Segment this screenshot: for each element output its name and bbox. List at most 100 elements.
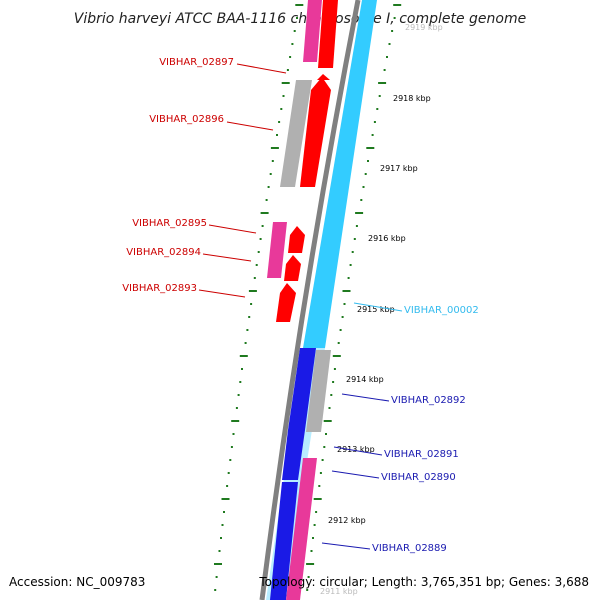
- kbp-label-2916: 2916 kbp: [368, 234, 406, 243]
- cds-vibhar-02894[interactable]: [284, 255, 301, 281]
- tick-mark: [343, 303, 346, 305]
- kbp-label-2915: 2915 kbp: [357, 305, 395, 314]
- cds-grey-upper[interactable]: [280, 80, 312, 187]
- tick-mark: [306, 589, 309, 591]
- cds-grey-lower[interactable]: [306, 350, 331, 432]
- gene-label-vibhar-02897[interactable]: VIBHAR_02897: [159, 57, 287, 74]
- tick-mark: [237, 394, 240, 396]
- cds-pink-mid[interactable]: [267, 222, 287, 278]
- gene-label-vibhar-02894[interactable]: VIBHAR_02894: [126, 247, 252, 262]
- tick-mark: [231, 420, 240, 422]
- tick-mark: [232, 433, 235, 435]
- tick-mark: [337, 342, 340, 344]
- tick-mark: [313, 524, 316, 526]
- tick-mark: [255, 264, 258, 266]
- tick-mark: [282, 95, 285, 97]
- tick-mark: [307, 576, 310, 578]
- tick-mark: [318, 485, 321, 487]
- tick-mark: [321, 459, 324, 461]
- tick-mark: [319, 472, 322, 474]
- tick-mark: [342, 290, 351, 292]
- gene-label-vibhar-00002[interactable]: VIBHAR_00002: [353, 302, 479, 316]
- gene-label-vibhar-02895[interactable]: VIBHAR_02895: [132, 218, 257, 234]
- tick-mark: [393, 17, 396, 19]
- gene-label-vibhar-02889[interactable]: VIBHAR_02889: [321, 542, 447, 554]
- tick-mark: [386, 56, 388, 58]
- cds-vibhar-02892[interactable]: [288, 348, 316, 430]
- tick-mark: [269, 173, 272, 175]
- tick-mark: [244, 342, 247, 344]
- tick-mark: [349, 264, 352, 266]
- tick-mark: [355, 225, 358, 227]
- tick-mark: [265, 199, 268, 201]
- cds-pink-top[interactable]: [303, 0, 322, 62]
- tick-mark: [253, 277, 256, 279]
- topology-text: Topology: circular; Length: 3,765,351 bp…: [258, 575, 589, 589]
- svg-text:VIBHAR_02897: VIBHAR_02897: [159, 57, 234, 68]
- tick-mark: [239, 355, 248, 357]
- tick-mark: [259, 238, 262, 240]
- tick-mark: [267, 186, 270, 188]
- kbp-label-2914: 2914 kbp: [346, 375, 384, 384]
- gene-label-vibhar-02891[interactable]: VIBHAR_02891: [333, 446, 459, 460]
- tick-mark: [330, 394, 333, 396]
- kbp-label-2918: 2918 kbp: [393, 94, 431, 103]
- svg-text:VIBHAR_02890: VIBHAR_02890: [381, 472, 456, 483]
- tick-mark: [341, 316, 344, 318]
- cds-vibhar-02890[interactable]: [286, 458, 317, 600]
- tick-mark: [388, 43, 391, 45]
- cds-vibhar-02893[interactable]: [276, 283, 296, 322]
- svg-text:VIBHAR_02894: VIBHAR_02894: [126, 247, 201, 258]
- tick-mark: [250, 303, 253, 305]
- tick-mark: [261, 225, 264, 227]
- accession-text: Accession: NC_009783: [9, 575, 145, 589]
- tick-mark: [218, 550, 221, 552]
- svg-text:VIBHAR_02896: VIBHAR_02896: [149, 114, 224, 125]
- map-title: Vibrio harveyi ATCC BAA-1116 chromosome …: [74, 11, 526, 27]
- kbp-label-2919: 2919 kbp: [405, 23, 443, 32]
- tick-mark: [280, 108, 283, 110]
- tick-mark: [393, 4, 402, 6]
- tick-mark: [332, 381, 335, 383]
- tick-mark: [360, 199, 363, 201]
- tick-mark: [220, 537, 222, 539]
- tick-mark: [378, 95, 381, 97]
- tick-mark: [276, 134, 278, 136]
- tick-mark: [229, 459, 232, 461]
- tick-mark: [376, 108, 379, 110]
- cds-vibhar-02896[interactable]: [300, 77, 331, 187]
- tick-mark: [223, 511, 225, 513]
- tick-mark: [293, 30, 296, 32]
- cds-vibhar-02897[interactable]: [317, 74, 330, 80]
- tick-mark: [221, 498, 230, 500]
- cds-blue-bottom[interactable]: [270, 482, 298, 600]
- tick-mark: [248, 316, 251, 318]
- gene-label-vibhar-02890[interactable]: VIBHAR_02890: [331, 470, 456, 483]
- gene-label-vibhar-02896[interactable]: VIBHAR_02896: [149, 114, 274, 131]
- tick-mark: [227, 472, 230, 474]
- tick-mark: [215, 576, 218, 578]
- feature-vibhar-00002[interactable]: [303, 0, 377, 348]
- backbone-line: [259, 0, 361, 600]
- tick-mark: [281, 82, 290, 84]
- cds-vibhar-02895[interactable]: [288, 226, 305, 253]
- outer-tick-ring: [214, 4, 304, 591]
- tick-mark: [221, 524, 224, 526]
- tick-mark: [310, 550, 313, 552]
- tick-mark: [323, 420, 332, 422]
- tick-mark: [260, 212, 269, 214]
- cds-vibhar-02891[interactable]: [282, 430, 305, 480]
- tick-mark: [362, 186, 365, 188]
- tick-mark: [315, 511, 318, 513]
- tick-mark: [296, 17, 298, 19]
- cds-red-top[interactable]: [318, 0, 338, 68]
- tick-mark: [323, 446, 326, 448]
- svg-text:VIBHAR_00002: VIBHAR_00002: [404, 305, 479, 316]
- tick-mark: [325, 433, 327, 435]
- gene-label-vibhar-02892[interactable]: VIBHAR_02892: [341, 393, 466, 406]
- gene-label-vibhar-02893[interactable]: VIBHAR_02893: [122, 283, 246, 298]
- tick-mark: [271, 160, 274, 162]
- tick-mark: [339, 329, 342, 331]
